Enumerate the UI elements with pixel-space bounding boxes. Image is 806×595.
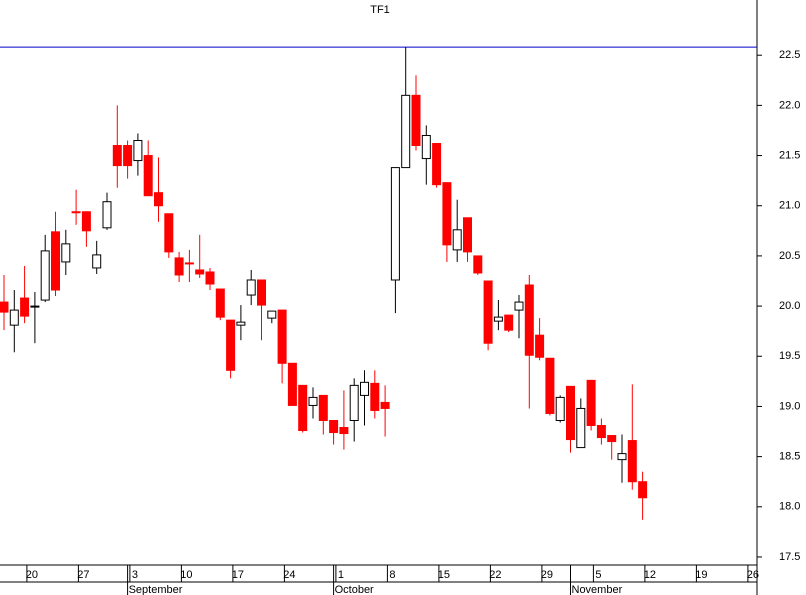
candle-body xyxy=(638,481,648,499)
candle-body xyxy=(226,319,236,371)
candle-body xyxy=(9,309,19,326)
candle-body xyxy=(545,357,555,414)
candle-body xyxy=(30,305,40,308)
candle-body xyxy=(524,284,534,356)
candle-body xyxy=(432,143,442,186)
y-tick-label: 21.5 xyxy=(779,149,800,161)
candle-body xyxy=(277,309,287,364)
x-tick-label: 17 xyxy=(232,569,244,581)
candle-body xyxy=(349,384,359,421)
candle-body xyxy=(483,280,493,344)
candle-body xyxy=(607,435,617,443)
x-tick-label: 1 xyxy=(338,569,344,581)
candle-body xyxy=(246,279,256,296)
candle-body xyxy=(421,134,431,160)
candle-body xyxy=(236,321,246,326)
candle-body xyxy=(61,243,71,263)
x-tick-label: 10 xyxy=(180,569,192,581)
candle-body xyxy=(71,211,81,214)
x-tick-label: 12 xyxy=(644,569,656,581)
y-tick-label: 18.0 xyxy=(779,501,800,513)
candle-body xyxy=(504,314,514,331)
candle-body xyxy=(164,213,174,253)
candle-body xyxy=(267,310,277,319)
x-tick-label: 5 xyxy=(595,569,601,581)
candle-body xyxy=(102,201,112,229)
month-label: November xyxy=(572,584,623,595)
candle-body xyxy=(442,182,452,246)
candle-body xyxy=(555,396,565,421)
candle-body xyxy=(452,229,462,251)
candle-body xyxy=(370,382,380,411)
candle-body xyxy=(318,394,328,421)
x-tick-label: 29 xyxy=(541,569,553,581)
y-tick-label: 22.0 xyxy=(779,99,800,111)
candle-body xyxy=(0,301,9,313)
candle-body xyxy=(112,145,122,167)
candle-body xyxy=(205,271,215,285)
candle-body xyxy=(215,288,225,318)
x-tick-label: 3 xyxy=(132,569,138,581)
candle-body xyxy=(123,145,133,167)
candle-body xyxy=(411,94,421,147)
candle-body xyxy=(184,262,194,265)
y-tick-label: 19.5 xyxy=(779,350,800,362)
y-tick-label: 19.0 xyxy=(779,400,800,412)
candle-body xyxy=(174,257,184,276)
candle-body xyxy=(617,453,627,461)
candle-body xyxy=(586,379,596,427)
candle-body xyxy=(92,254,102,269)
candle-body xyxy=(298,384,308,432)
candle-body xyxy=(133,139,143,162)
x-tick-label: 19 xyxy=(695,569,707,581)
y-tick-label: 22.5 xyxy=(779,49,800,61)
candle-body xyxy=(143,155,153,197)
candle-body xyxy=(566,385,575,441)
x-tick-label: 24 xyxy=(283,569,295,581)
candle-body xyxy=(257,279,266,306)
x-tick-label: 22 xyxy=(489,569,501,581)
x-tick-label: 20 xyxy=(26,569,38,581)
x-tick-label: 8 xyxy=(389,569,395,581)
x-tick-label: 15 xyxy=(438,569,450,581)
candle-body xyxy=(514,301,524,311)
x-tick-label: 27 xyxy=(77,569,89,581)
candle-body xyxy=(51,231,60,291)
candle-body xyxy=(287,362,297,406)
candle-body xyxy=(576,407,586,449)
candle-body xyxy=(329,419,339,434)
candle-body xyxy=(195,269,205,275)
candle-body xyxy=(401,94,411,169)
candle-body xyxy=(339,427,349,435)
y-tick-label: 17.5 xyxy=(779,551,800,563)
candle-body xyxy=(493,316,503,322)
candle-body xyxy=(20,297,30,317)
y-tick-label: 20.5 xyxy=(779,250,800,262)
candle-body xyxy=(627,440,637,483)
y-tick-label: 20.0 xyxy=(779,300,800,312)
x-tick-label: 26 xyxy=(747,569,759,581)
month-label: October xyxy=(335,584,374,595)
candle-body xyxy=(473,255,483,274)
candle-body xyxy=(463,217,472,253)
candle-body xyxy=(535,334,545,358)
y-tick-label: 18.5 xyxy=(779,451,800,463)
chart-title: TF1 xyxy=(370,4,390,16)
month-label: September xyxy=(129,584,183,595)
candle-body xyxy=(360,381,369,396)
candle-body xyxy=(308,396,318,406)
candle-body xyxy=(40,250,50,301)
candle-body xyxy=(390,167,400,281)
candle-body xyxy=(154,192,163,207)
candle-body xyxy=(81,211,91,232)
candle-body xyxy=(596,425,606,439)
candle-body xyxy=(380,401,390,409)
y-tick-label: 21.0 xyxy=(779,200,800,212)
